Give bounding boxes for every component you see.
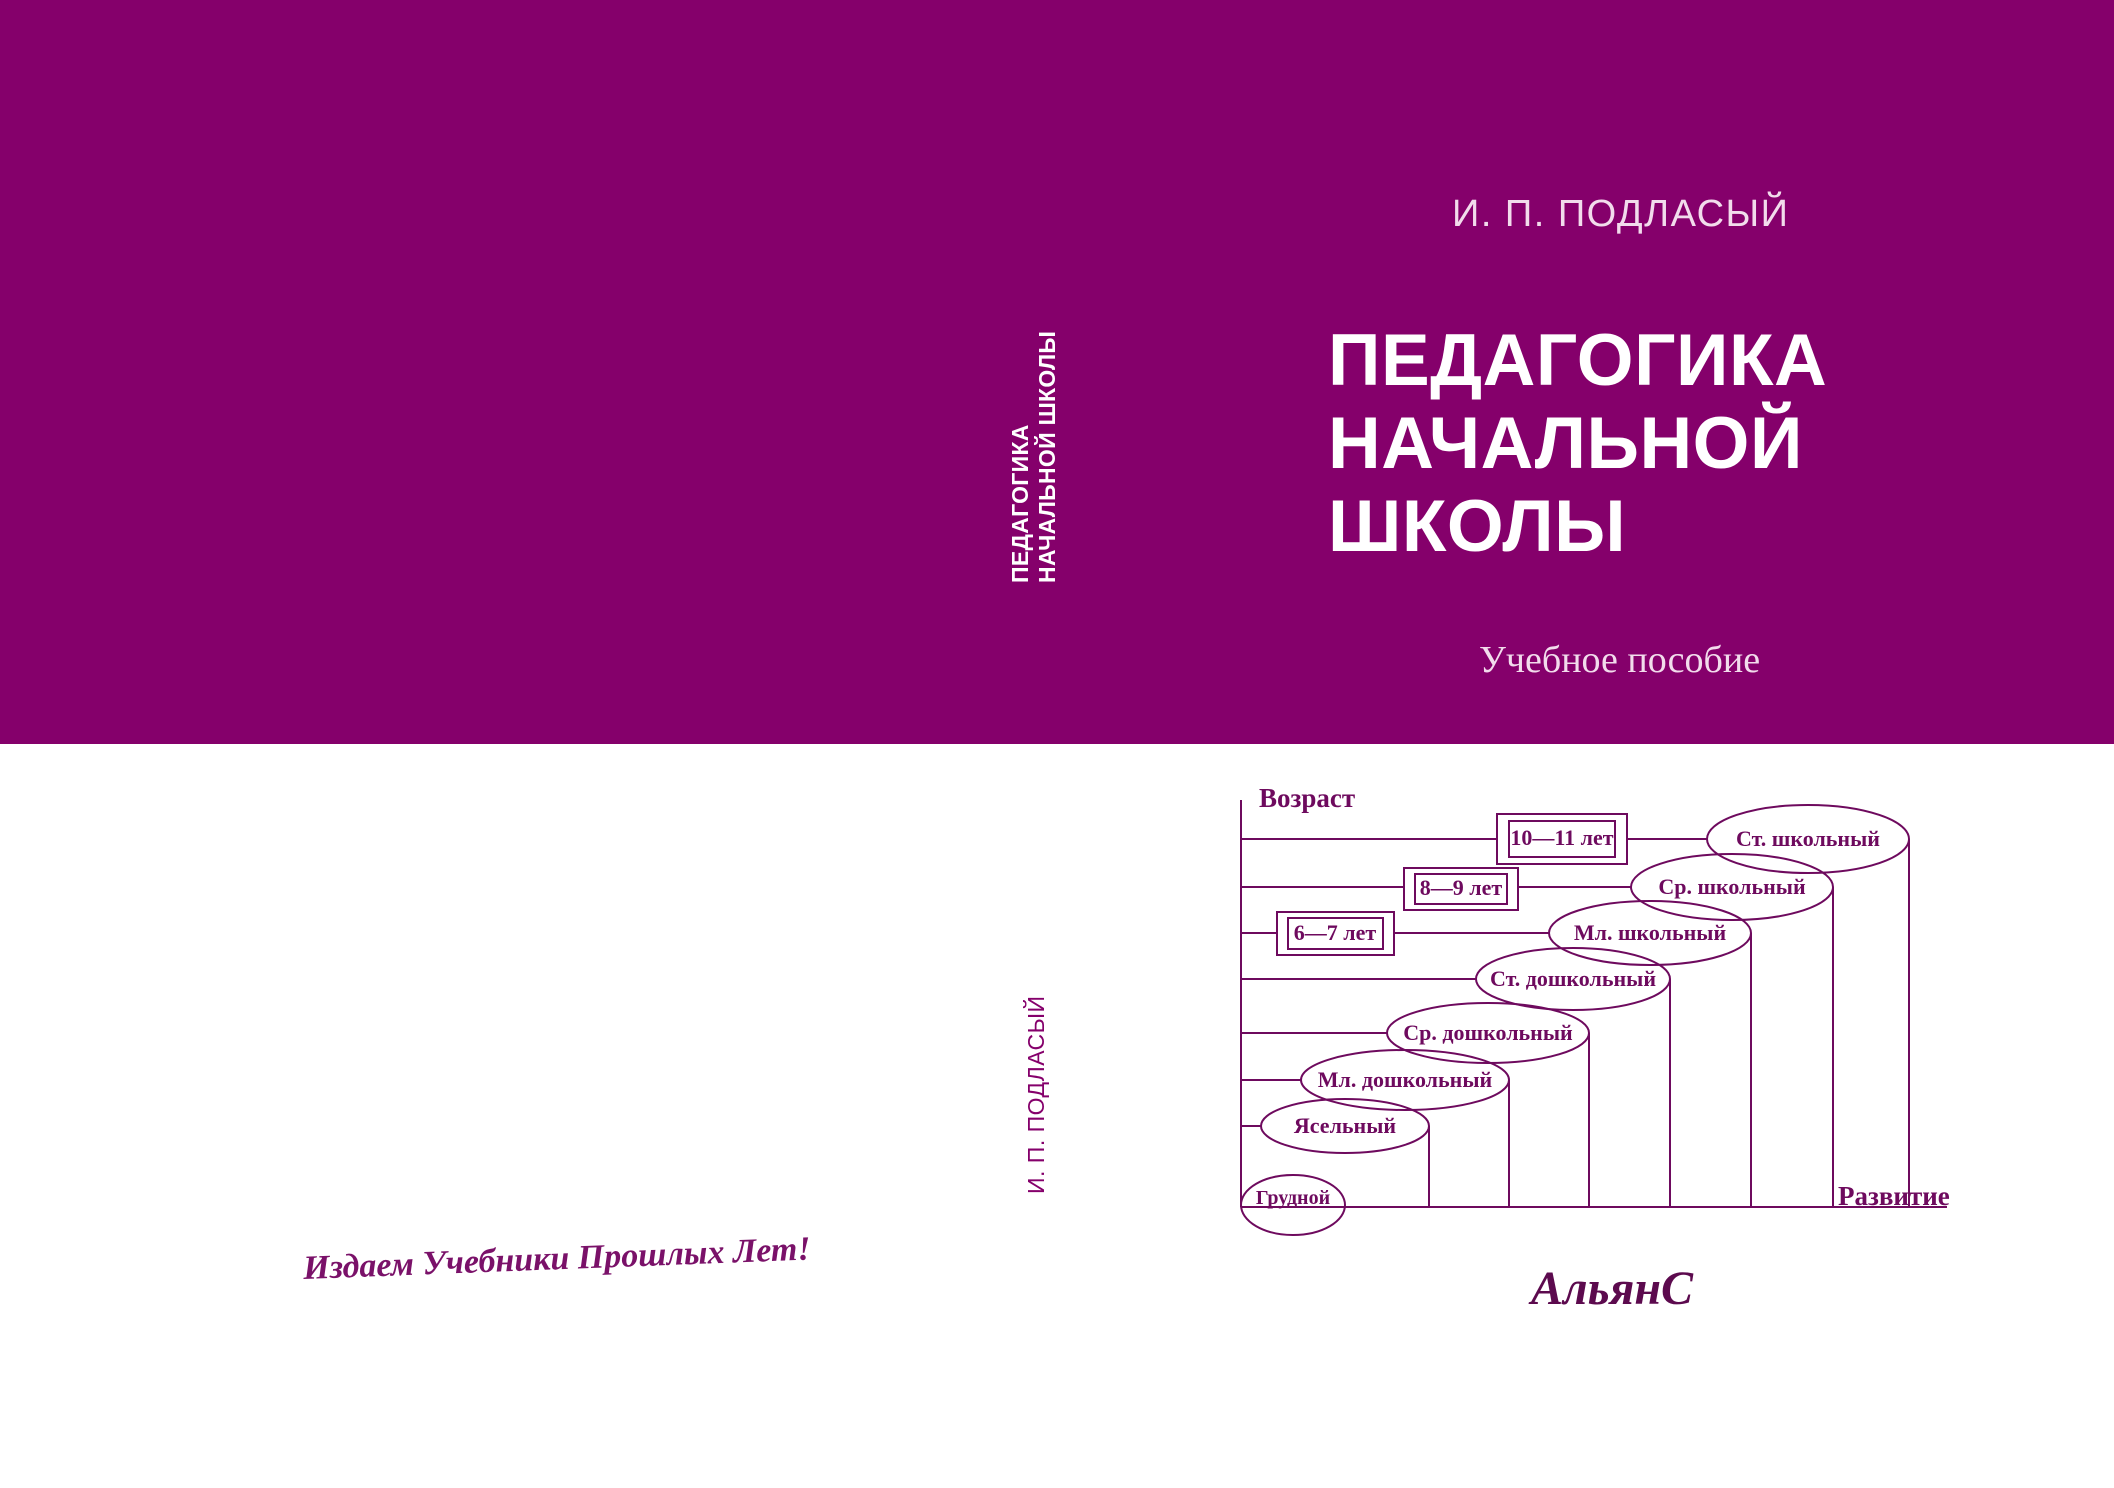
svg-text:Ср. школьный: Ср. школьный	[1658, 874, 1806, 899]
svg-text:8—9 лет: 8—9 лет	[1420, 875, 1503, 900]
svg-text:Грудной: Грудной	[1256, 1187, 1330, 1209]
svg-text:Ст. дошкольный: Ст. дошкольный	[1490, 966, 1656, 991]
svg-text:Ясельный: Ясельный	[1294, 1113, 1397, 1138]
svg-text:6—7 лет: 6—7 лет	[1294, 920, 1377, 945]
svg-text:Ср. дошкольный: Ср. дошкольный	[1403, 1020, 1573, 1045]
svg-text:Мл. дошкольный: Мл. дошкольный	[1318, 1067, 1493, 1092]
svg-text:Развитие: Развитие	[1838, 1181, 1950, 1211]
svg-text:Ст. школьный: Ст. школьный	[1736, 826, 1880, 851]
svg-text:10—11 лет: 10—11 лет	[1510, 825, 1613, 850]
svg-text:Мл. школьный: Мл. школьный	[1574, 920, 1727, 945]
svg-text:Возраст: Возраст	[1259, 783, 1355, 813]
